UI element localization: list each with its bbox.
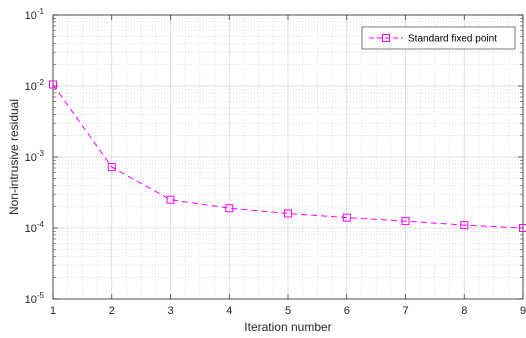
x-tick-label: 1 [50,305,56,317]
data-point-marker [107,163,116,172]
data-point-marker [49,80,57,89]
grid [52,14,524,300]
legend-marker [382,34,390,42]
y-tick-label: 10-4 [25,220,45,235]
data-point-marker [225,204,234,213]
x-tick-label: 6 [344,305,350,317]
x-tick-label: 7 [402,305,408,317]
x-tick-label: 8 [461,305,467,317]
x-tick-label: 5 [285,305,291,317]
x-axis-label: Iteration number [244,320,331,334]
series-line [52,84,524,229]
y-tick-label: 10-5 [25,291,45,306]
legend-box [361,26,516,50]
legend-entry-label: Standard fixed point [408,34,497,45]
tick-labels: 10-5 10-4 10-3 10-2 10-1 1 2 3 4 5 6 7 8 9 [25,7,526,317]
y-tick-label: 10-2 [25,78,45,93]
x-tick-label: 2 [109,305,115,317]
data-point-marker [342,213,351,222]
data-point-marker [460,221,469,230]
series-layer [49,80,526,232]
y-tick-label: 10-3 [25,149,45,164]
data-point-marker [401,217,410,226]
x-tick-label: 4 [226,305,232,317]
data-point-marker [519,224,526,232]
data-point-marker [166,195,175,204]
y-axis-label: Non-intrusive residual [7,99,21,215]
y-tick-label: 10-1 [25,7,45,22]
x-tick-label: 3 [167,305,173,317]
data-point-marker [284,209,292,218]
x-tick-label: 9 [520,305,526,317]
legend: Standard fixed point [361,26,516,50]
